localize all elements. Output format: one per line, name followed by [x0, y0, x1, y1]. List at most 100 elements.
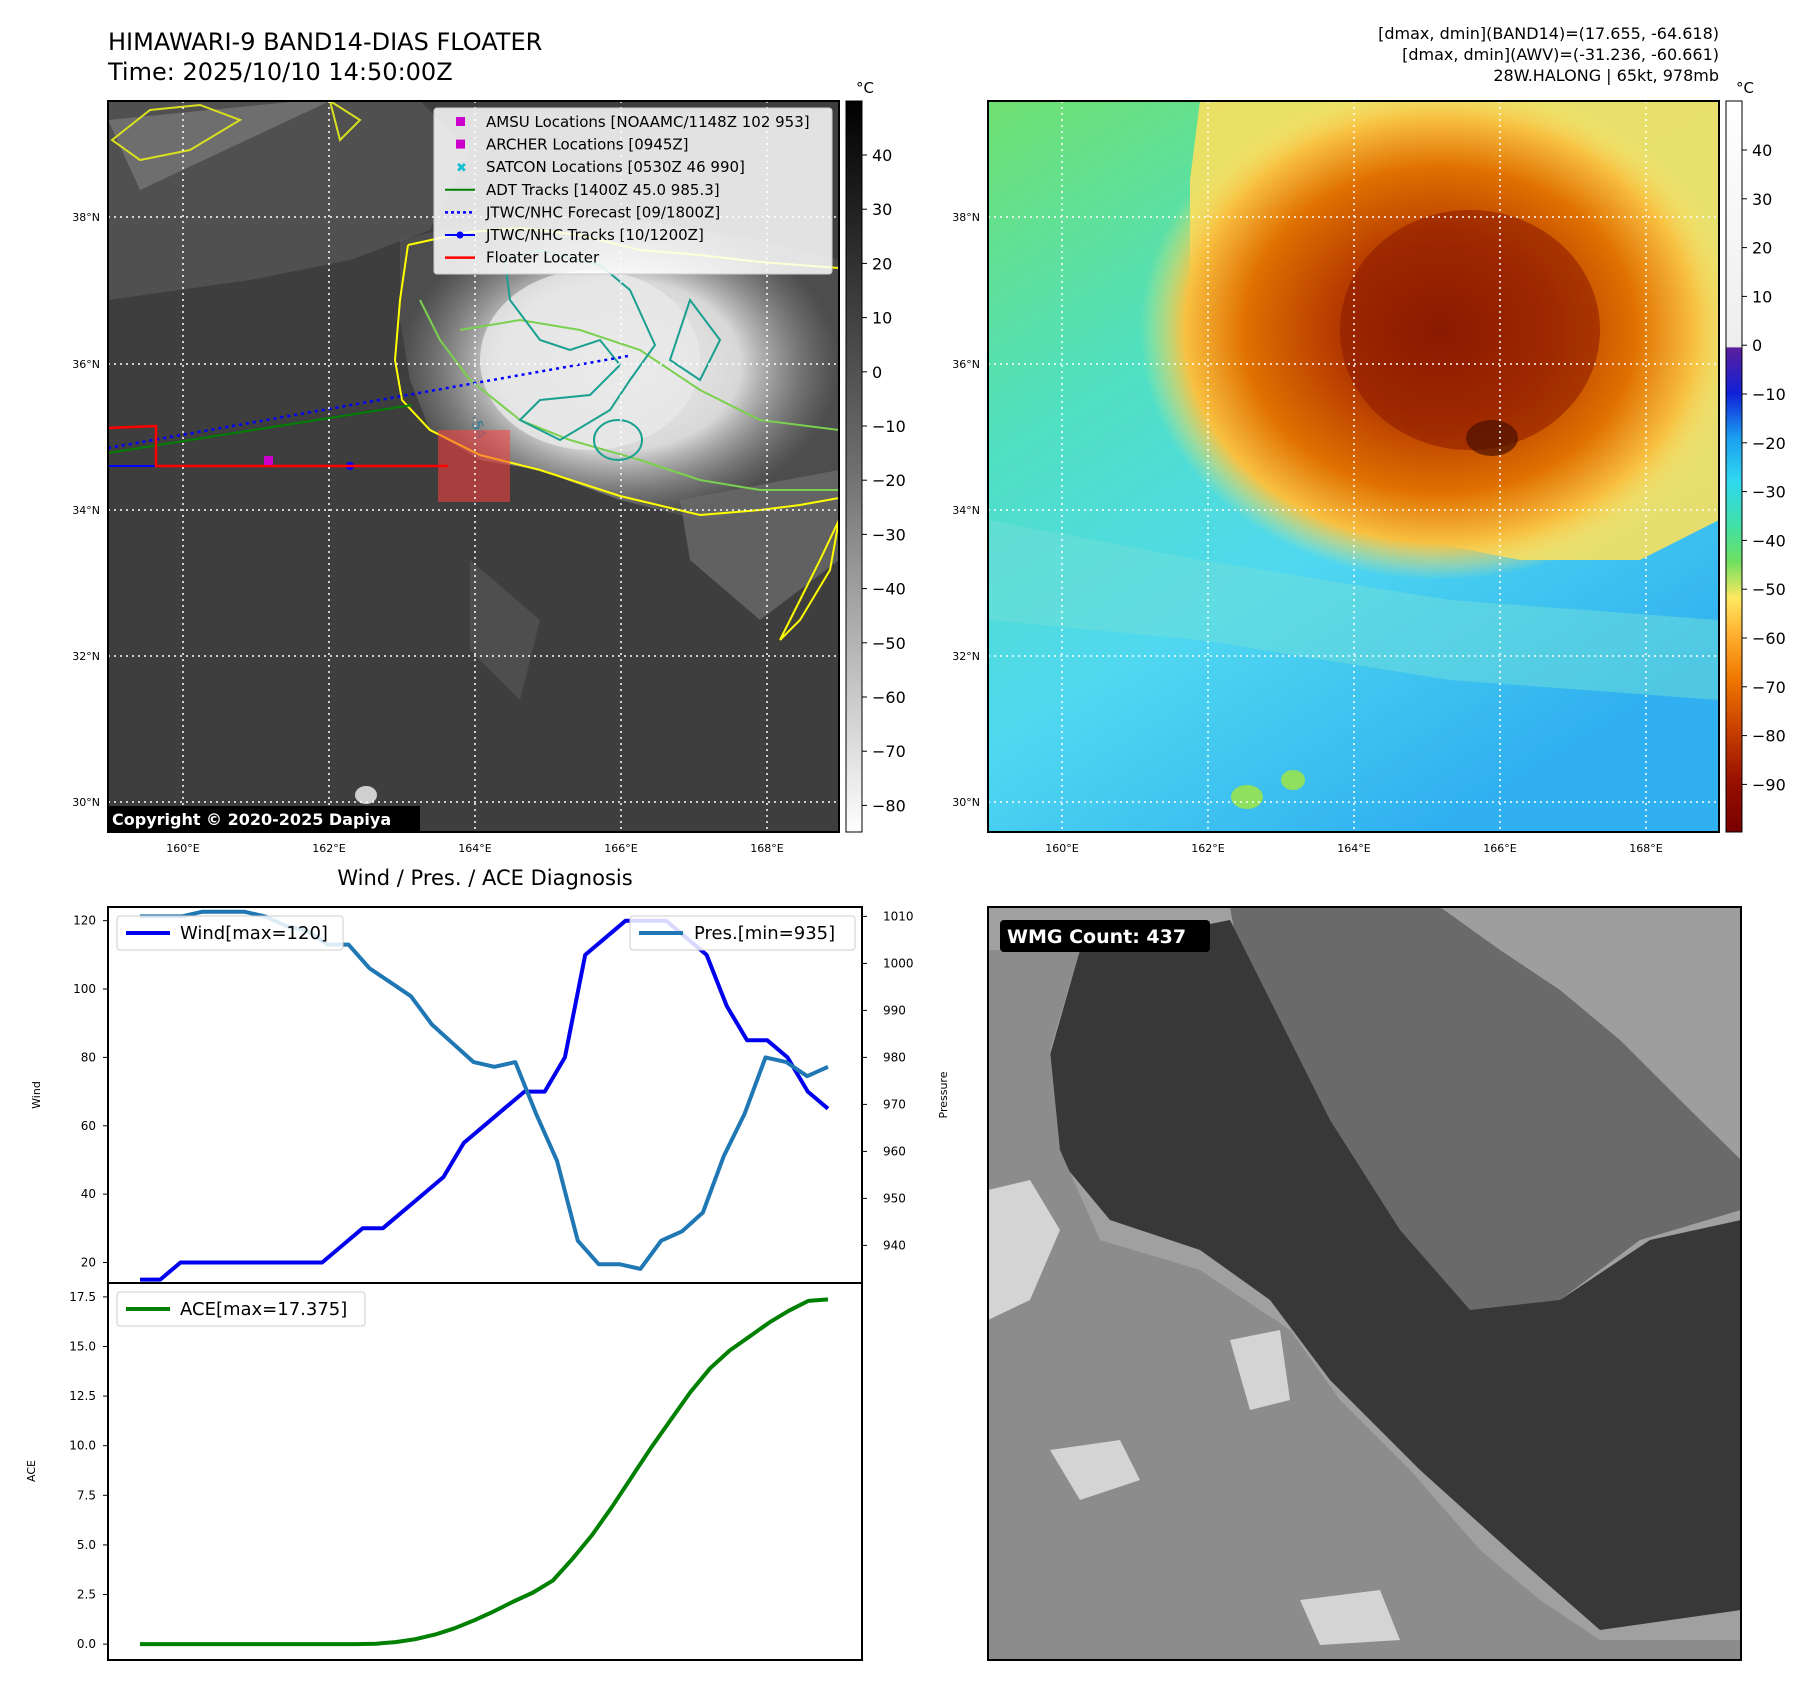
ir-cb-tick-label: 0: [872, 363, 882, 382]
wv-dry-slot: [988, 520, 1719, 700]
wv-gridlines: [988, 101, 1719, 832]
wv-cb-tick-label: −90: [1752, 775, 1786, 794]
ir-southern-streak: [470, 560, 540, 700]
legend-label: JTWC/NHC Tracks [10/1200Z]: [485, 226, 704, 244]
y-tick-label: 12.5: [69, 1389, 96, 1403]
y-right-tick-label: 940: [883, 1238, 906, 1252]
ir-lon-labels: 160°E 162°E 164°E 166°E 168°E: [166, 842, 783, 855]
wind-legend-label: Wind[max=120]: [180, 923, 328, 944]
y-tick-label: 40: [81, 1187, 96, 1201]
info-line1: [dmax, dmin](BAND14)=(17.655, -64.618): [1378, 24, 1719, 43]
legend-marker-x: ✖: [456, 161, 467, 176]
pressure-axis-label: Pressure: [937, 1071, 950, 1118]
figure-title-line1: HIMAWARI-9 BAND14-DIAS FLOATER: [108, 28, 542, 56]
ir-cloud-streak: [108, 101, 330, 190]
y-tick-label: 80: [81, 1050, 96, 1064]
ir-cb-tick-label: 40: [872, 146, 892, 165]
wv-cb-tick-label: −20: [1752, 434, 1786, 453]
ir-lat-label: 30°N: [72, 796, 100, 809]
legend-label: AMSU Locations [NOAAMC/1148Z 102 953]: [486, 113, 810, 131]
wv-cb-tick-label: −70: [1752, 678, 1786, 697]
ir-cb-tick-label: −70: [872, 742, 906, 761]
info-line3: 28W.HALONG | 65kt, 978mb: [1493, 66, 1719, 85]
wind-legend-box: [116, 915, 344, 951]
wv-cb-tick-label: −80: [1752, 727, 1786, 746]
wv-lon-label: 162°E: [1191, 842, 1224, 855]
pressure-legend-label: Pres.[min=935]: [694, 923, 835, 944]
y-tick-label: 10.0: [69, 1439, 96, 1453]
y-right-tick-label: 970: [883, 1097, 906, 1111]
ir-colorbar-unit: °C: [856, 79, 874, 97]
ir-colorbar: [845, 100, 863, 833]
pressure-legend-box: [629, 915, 856, 951]
y-tick-label: 60: [81, 1119, 96, 1133]
wv-cb-tick-label: 10: [1752, 287, 1772, 306]
legend-marker-dot: [456, 231, 464, 239]
ir-lon-label: 164°E: [458, 842, 491, 855]
wv-frame: [987, 100, 1720, 833]
ir-lat-label: 32°N: [72, 650, 100, 663]
wind-pressure-chart: 20 40 60 80 100 120 940 950 960 970 980 990 1000 1010…: [73, 906, 914, 1284]
copyright-text: Copyright © 2020-2025 Dapiya: [112, 810, 391, 829]
wv-lat-label: 38°N: [952, 211, 980, 224]
ir-southeast-band: [680, 470, 839, 620]
wv-cb-tick-label: −10: [1752, 385, 1786, 404]
ir-cb-tick-label: 10: [872, 309, 892, 328]
legend-marker-square: [456, 117, 465, 126]
ace-axis-label: ACE: [25, 1460, 38, 1482]
y-right-tick-label: 1010: [883, 909, 914, 923]
ir-colorbar-ticks: 40 30 20 10 0 −10 −20 −30 −40 −50 −60 −70 −80: [862, 146, 906, 815]
wv-lon-label: 168°E: [1629, 842, 1662, 855]
wv-colorbar: [1725, 100, 1743, 833]
y-tick-label: 2.5: [77, 1588, 96, 1602]
archer-location-marker: [264, 456, 273, 465]
wmg-frame: [987, 906, 1742, 1661]
contour-yellow-east: [779, 519, 839, 641]
wv-lon-label: 160°E: [1045, 842, 1078, 855]
ace-chart: 0.0 2.5 5.0 7.5 10.0 12.5 15.0 17.5 ACE[max=17.3…: [69, 1282, 863, 1661]
series-line-0: [140, 918, 830, 1282]
wv-cb-tick-label: −40: [1752, 531, 1786, 550]
wind-chart-frame: [107, 906, 863, 1284]
ir-panel: -54 38°N36°N34°N32°N30°N 160°E 162°E 164°E…: [72, 79, 906, 855]
y-tick-label: 20: [81, 1255, 96, 1269]
ace-legend-box: [116, 1291, 366, 1327]
wv-cb-tick-label: 30: [1752, 190, 1772, 209]
ace-chart-frame: [107, 1282, 863, 1661]
wv-lat-label: 30°N: [952, 796, 980, 809]
wv-lat-label: 34°N: [952, 504, 980, 517]
ir-frame: [107, 100, 840, 833]
ir-lat-label: 36°N: [72, 358, 100, 371]
y-tick-label: 5.0: [77, 1538, 96, 1552]
y-right-tick-label: 950: [883, 1191, 906, 1205]
copyright-box: [108, 806, 420, 832]
wmg-panel: WMG Count: 437: [987, 906, 1742, 1661]
floater-locater-line: [108, 424, 448, 468]
legend-label: Floater Locater: [486, 249, 600, 267]
ir-cb-tick-label: −30: [872, 525, 906, 544]
floater-box: [438, 430, 510, 502]
wv-lat-labels: 38°N 36°N 34°N 32°N 30°N: [952, 211, 980, 809]
ir-lon-label: 162°E: [312, 842, 345, 855]
y-tick-label: 17.5: [69, 1290, 96, 1304]
ir-cb-tick-label: −60: [872, 688, 906, 707]
diagnosis-title: Wind / Pres. / ACE Diagnosis: [337, 866, 632, 890]
y-right-tick-label: 980: [883, 1050, 906, 1064]
wv-colorbar-ticks: 40 30 20 10 0 −10 −20 −30 −40 −50 −60 −70 −80 −90: [1742, 141, 1786, 794]
wmg-label-box: [1000, 920, 1210, 952]
ir-small-cell: [355, 786, 377, 804]
adt-track: [108, 404, 413, 454]
contour-teal-eye: [593, 419, 643, 461]
wmg-light-region: [1440, 907, 1741, 1160]
info-line2: [dmax, dmin](AWV)=(-31.236, -60.661): [1402, 45, 1719, 64]
ir-lon-label: 166°E: [604, 842, 637, 855]
ir-cb-tick-label: −40: [872, 580, 906, 599]
contour-yellow-nw: [110, 101, 362, 162]
y-tick-label: 100: [73, 982, 96, 996]
wv-storm-core: [1340, 210, 1600, 450]
legend-label: ADT Tracks [1400Z 45.0 985.3]: [486, 181, 720, 199]
ir-lat-labels: 38°N 36°N 34°N 32°N 30°N: [72, 211, 100, 809]
ir-cb-tick-label: −50: [872, 634, 906, 653]
ir-lat-label: 38°N: [72, 211, 100, 224]
